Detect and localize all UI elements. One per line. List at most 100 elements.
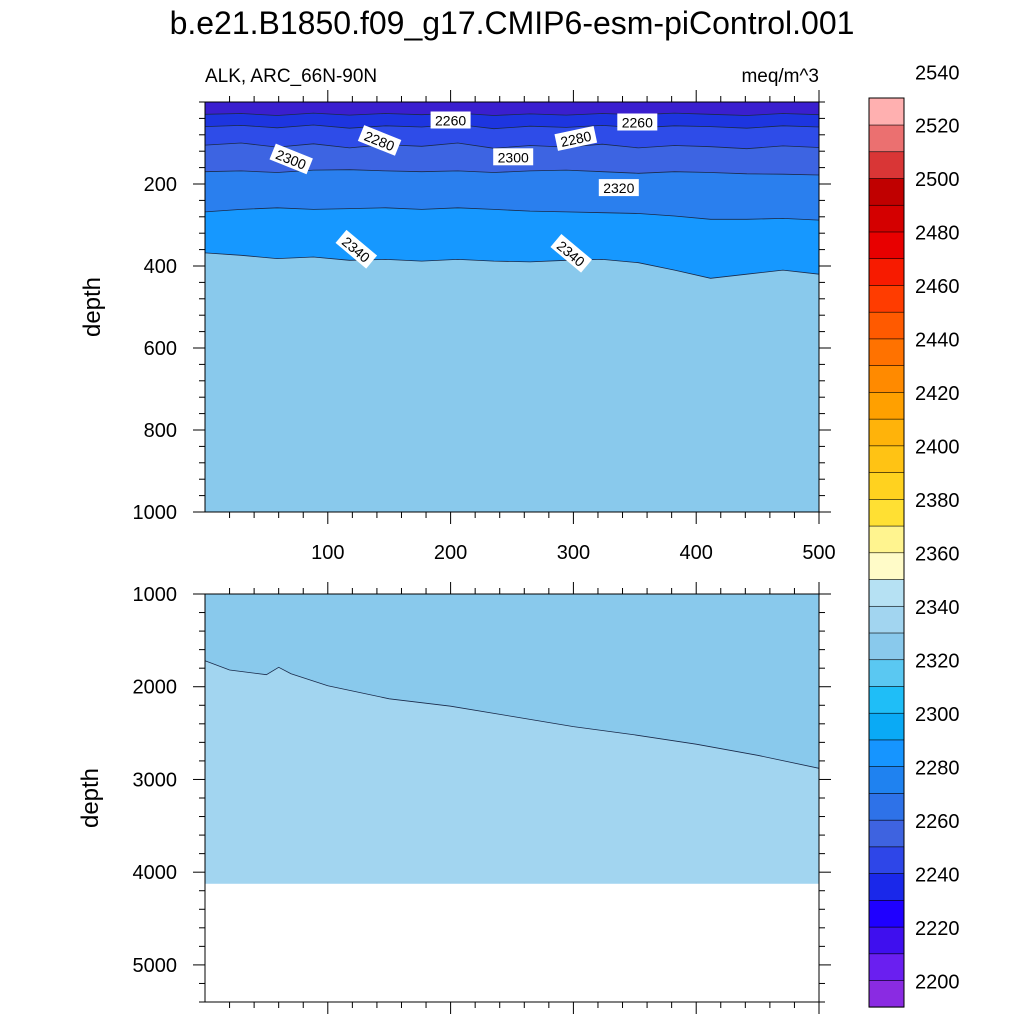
y-tick-label: 200 [144,174,177,196]
chart-title: b.e21.B1850.f09_g17.CMIP6-esm-piControl.… [170,5,855,41]
colorbar-swatch [868,338,905,366]
colorbar-swatch [868,979,905,1008]
x-tick-label: 400 [680,542,713,564]
y-tick-label: 1000 [133,584,178,606]
colorbar-swatch [868,578,905,607]
contour-2260 [204,112,820,116]
y-tick-label: 2000 [133,677,178,699]
colorbar-tick-label: 2320 [915,650,960,672]
colorbar-swatch [868,605,905,634]
upper-panel-frame [204,101,820,513]
colorbar-tick-label: 2540 [915,62,960,84]
colorbar-tick-label: 2440 [915,330,960,352]
colorbar: 2200 2220 2240 2260 2280 2300 2320 2340 2360 2380… [868,62,960,1008]
upper-panel-ylabel: depth [79,277,106,337]
colorbar-swatch [868,177,905,206]
colorbar-swatch [868,873,905,901]
fill-band-2200 [205,102,819,116]
colorbar-swatch [868,953,905,981]
colorbar-swatch [868,552,905,580]
contour-label: 2320 [598,179,639,197]
colorbar-swatch [868,311,905,340]
colorbar-tick-label: 2200 [915,971,960,993]
colorbar-swatch [868,712,905,741]
colorbar-swatch [868,445,905,473]
contour-label-text: 2280 [559,128,593,150]
contour-label-text: 2260 [435,113,466,129]
colorbar-tick-label: 2300 [915,704,960,726]
colorbar-swatch [868,632,905,661]
x-tick-label: 100 [311,542,344,564]
contour-label: 2280 [554,125,598,151]
contour-2360 [204,252,820,279]
contour-label: 2300 [493,148,534,166]
lower-panel-contours [204,660,820,769]
colorbar-swatch [868,124,905,153]
colorbar-swatch [868,685,905,714]
x-tick-label: 500 [802,542,835,564]
colorbar-tick-label: 2260 [915,811,960,833]
colorbar-tick-label: 2500 [915,169,960,191]
colorbar-swatch [868,926,905,955]
colorbar-swatch [868,151,905,179]
contour-label-text: 2320 [603,180,634,196]
contour-label-text: 2300 [498,149,529,165]
colorbar-tick-label: 2340 [915,597,960,619]
colorbar-swatch [868,498,905,527]
colorbar-swatch [868,231,905,260]
colorbar-swatch [868,418,905,447]
colorbar-swatch [868,792,905,821]
y-tick-label: 3000 [133,769,178,791]
x-tick-label: 300 [557,542,590,564]
x-axis-ticks: 100 200 300 400 500 [229,90,836,1014]
colorbar-tick-label: 2380 [915,490,960,512]
units-label: meq/m^3 [741,66,819,87]
colorbar-tick-label: 2360 [915,544,960,566]
colorbar-frame [868,97,905,1008]
colorbar-tick-label: 2280 [915,757,960,779]
contour-2360 [204,660,820,769]
colorbar-swatch [868,97,905,126]
lower-depth-panel: 1000 2000 3000 4000 5000 depth [77,584,831,1003]
colorbar-swatch [868,365,905,393]
colorbar-tick-label: 2480 [915,223,960,245]
colorbar-tick-label: 2400 [915,437,960,459]
fill-band-2360 [205,594,819,769]
y-tick-label: 1000 [133,502,178,524]
colorbar-swatch [868,819,905,848]
lower-panel-fill [205,594,819,884]
colorbar-swatch [868,204,905,233]
colorbar-swatch [868,258,905,286]
y-tick-label: 600 [144,338,177,360]
colorbar-tick-label: 2460 [915,276,960,298]
y-tick-label: 400 [144,256,177,278]
colorbar-swatch [868,766,905,794]
y-tick-label: 5000 [133,955,178,977]
lower-panel-ylabel: depth [77,768,104,828]
colorbar-swatch [868,525,905,554]
variable-label: ALK, ARC_66N-90N [205,66,377,87]
lower-panel-ticks: 1000 2000 3000 4000 5000 [133,584,831,1003]
x-tick-label: 200 [434,542,467,564]
colorbar-tick-label: 2240 [915,864,960,886]
contour-label: 2260 [617,113,658,131]
colorbar-tick-label: 2520 [915,116,960,138]
upper-panel-fill [205,102,819,512]
y-tick-label: 4000 [133,862,178,884]
contour-2280 [204,124,820,130]
colorbar-tick-label: 2220 [915,918,960,940]
colorbar-swatch [868,899,905,928]
colorbar-swatch [868,846,905,874]
contour-label-text: 2260 [622,115,653,131]
colorbar-swatch [868,471,905,500]
contour-2300 [204,142,820,150]
colorbar-tick-label: 2420 [915,383,960,405]
colorbar-swatch [868,391,905,420]
upper-panel-ticks: 200 400 600 800 1000 [133,101,831,524]
y-tick-label: 800 [144,420,177,442]
colorbar-swatch [868,284,905,313]
colorbar-swatch [868,739,905,767]
contour-2340 [204,207,820,221]
